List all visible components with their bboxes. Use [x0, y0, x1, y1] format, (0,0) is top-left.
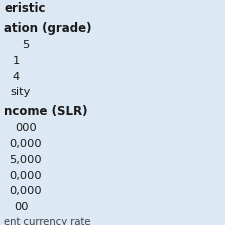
Text: 0,000: 0,000	[9, 171, 42, 180]
Text: 5,000: 5,000	[9, 155, 42, 165]
Text: 1: 1	[12, 56, 20, 66]
Text: 4: 4	[12, 72, 20, 81]
Text: ent currency rate: ent currency rate	[4, 217, 91, 225]
Text: ncome (SLR): ncome (SLR)	[4, 105, 88, 118]
Text: 5: 5	[22, 40, 30, 50]
Text: eristic: eristic	[4, 2, 46, 16]
Text: 0,000: 0,000	[9, 139, 42, 149]
Text: 0,000: 0,000	[9, 186, 42, 196]
Text: 00: 00	[15, 202, 29, 212]
Text: 000: 000	[16, 123, 38, 133]
Text: ation (grade): ation (grade)	[4, 22, 92, 35]
Text: sity: sity	[10, 87, 31, 97]
